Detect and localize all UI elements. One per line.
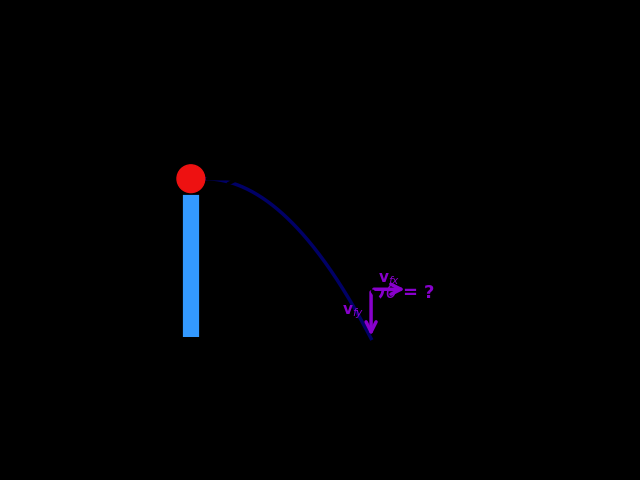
Text: 2-D Motion - Final Velocity = ?: 2-D Motion - Final Velocity = ? — [154, 64, 486, 83]
Text: t in air:: t in air: — [150, 348, 219, 366]
Text: v$_y^2$ = 0 + 2(-9.8)(-50): v$_y^2$ = 0 + 2(-9.8)(-50) — [258, 377, 448, 405]
Text: 0 = 50 + 0 - 4.9t$^2$: 0 = 50 + 0 - 4.9t$^2$ — [150, 377, 312, 397]
Bar — [181, 192, 200, 338]
Text: v$_{fy}$: v$_{fy}$ — [342, 303, 365, 321]
Text: v$_{fx}$: v$_{fx}$ — [378, 271, 401, 287]
Text: v$_y^2$ = v$_{0y}^2$ + 2g $\Delta$y: v$_y^2$ = v$_{0y}^2$ + 2g $\Delta$y — [346, 149, 482, 174]
Text: $\theta$ = ?: $\theta$ = ? — [385, 284, 435, 302]
Text: v$_{0x}$=20m/s: v$_{0x}$=20m/s — [180, 150, 269, 168]
Text: No time:: No time: — [258, 348, 338, 366]
Text: y = y$_0$ + v$_{0y}$t + $\frac{1}{2}$gt$^2$: y = y$_0$ + v$_{0y}$t + $\frac{1}{2}$gt$… — [346, 85, 509, 110]
Text: h = 50m: h = 50m — [99, 256, 176, 275]
Text: V$_f$ = ?: V$_f$ = ? — [412, 324, 474, 346]
Text: v$_y$ = v$_{0y}$ + gt: v$_y$ = v$_{0y}$ + gt — [346, 117, 452, 138]
Circle shape — [177, 165, 205, 192]
